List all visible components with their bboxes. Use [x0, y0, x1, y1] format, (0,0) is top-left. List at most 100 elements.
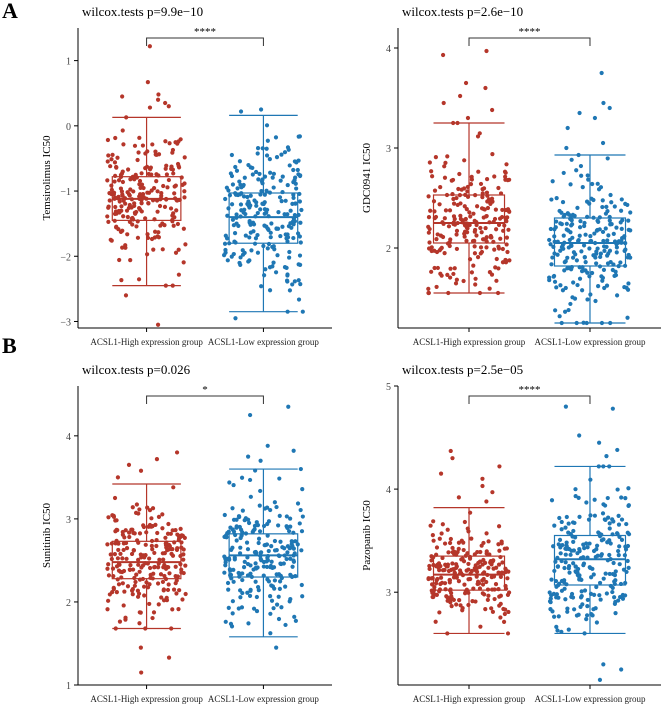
- c0-point-1-26: [225, 213, 230, 218]
- c0-point-1-84: [238, 192, 243, 197]
- c3-point-1-33: [565, 609, 570, 614]
- c0-point-1-37: [234, 212, 239, 217]
- c0-point-0-19: [105, 178, 110, 183]
- c1-point-1-103: [625, 287, 631, 292]
- c1-point-1-200: [572, 213, 577, 218]
- c2-point-0-67: [183, 563, 188, 568]
- c0-point-1-102: [297, 199, 303, 204]
- c0-point-0-160: [174, 208, 179, 213]
- c3-point-1-200: [587, 541, 592, 546]
- c0-point-1-33: [233, 240, 238, 245]
- c1-point-0-207: [432, 216, 437, 221]
- c0-point-1-216: [296, 262, 301, 267]
- c0-point-0-104: [159, 190, 164, 196]
- c3-point-1-153: [601, 502, 606, 507]
- c1-point-1-218: [558, 221, 563, 226]
- c0-point-1-160: [292, 279, 297, 284]
- c3-point-1-170: [593, 606, 598, 611]
- c2-point-0-107: [106, 562, 111, 567]
- c3-point-1-70: [600, 511, 606, 516]
- c0-point-0-198: [136, 150, 141, 155]
- c3-point-0-108: [434, 552, 439, 557]
- c3-point-0-197: [480, 562, 485, 567]
- c0-point-1-8: [276, 210, 281, 215]
- c2-point-0-22: [106, 598, 111, 603]
- c3-point-0-212: [445, 562, 451, 567]
- c2-point-0-212: [176, 538, 181, 543]
- c3-point-1-225: [615, 532, 620, 537]
- c0-outlier-1-1: [238, 109, 244, 114]
- c2-point-0-144: [140, 576, 146, 582]
- c1-point-1-71: [618, 260, 623, 265]
- c3-point-1-148: [616, 548, 621, 554]
- c3-point-1-169: [551, 544, 556, 549]
- c1-point-0-212: [473, 193, 478, 198]
- c0-point-1-64: [260, 146, 265, 151]
- chart-gdc0941: wilcox.tests p=2.6e−10 GDC0941 IC50 2 3 4 ACS…: [361, 4, 661, 347]
- c0-point-0-174: [151, 247, 156, 252]
- c1-point-1-96: [585, 214, 590, 219]
- c0-point-1-70: [296, 278, 301, 283]
- c2-point-1-190: [291, 558, 296, 563]
- c2-point-1-111: [284, 556, 289, 562]
- c0-point-1-144: [240, 248, 245, 253]
- c3-point-0-111: [465, 526, 470, 531]
- c2-point-1-193: [258, 556, 263, 562]
- c0-point-1-87: [271, 260, 276, 265]
- c3-point-0-190: [466, 590, 471, 595]
- c2-point-1-0: [239, 475, 245, 480]
- c3-point-0-214: [431, 538, 436, 543]
- c0-point-0-126: [122, 196, 128, 201]
- c1-point-0-189: [496, 185, 501, 191]
- c0-point-0-105: [121, 214, 126, 219]
- c2-point-1-227: [288, 545, 293, 551]
- c3-point-1-143: [596, 464, 601, 469]
- c2-point-0-11: [115, 556, 120, 561]
- c1-point-0-222: [491, 219, 496, 224]
- c1-point-1-91: [589, 238, 594, 244]
- c3-point-1-80: [563, 552, 568, 557]
- c3-point-1-161: [553, 559, 558, 564]
- c2-point-0-33: [113, 518, 118, 523]
- c3-point-0-37: [456, 546, 461, 551]
- c2-point-1-181: [236, 570, 241, 576]
- c3-point-0-123: [448, 536, 453, 542]
- c1-point-1-55: [597, 264, 603, 269]
- c1-point-1-158: [576, 238, 581, 244]
- c1-point-0-213: [496, 266, 501, 271]
- c3-point-1-102: [613, 569, 618, 574]
- c0-point-0-220: [114, 165, 119, 170]
- c1-point-0-210: [460, 220, 465, 225]
- c2-point-0-69: [114, 590, 119, 595]
- c3-ytick-label-0: 3: [386, 588, 391, 599]
- c0-point-0-70: [149, 236, 155, 242]
- c3-point-0-220: [482, 570, 487, 575]
- c1-point-0-126: [443, 208, 449, 213]
- c1-point-1-25: [616, 264, 621, 269]
- c2-point-0-224: [130, 527, 135, 532]
- c1-point-0-201: [459, 187, 464, 192]
- c2-point-1-224: [291, 546, 296, 551]
- c3-point-0-228: [452, 571, 457, 576]
- c3-point-1-140: [623, 496, 628, 501]
- c3-outlier-0-8: [484, 499, 489, 504]
- c1-point-0-82: [450, 192, 455, 197]
- c3-point-0-187: [486, 593, 491, 598]
- c0-point-1-78: [264, 123, 270, 128]
- c2-point-0-51: [116, 582, 122, 587]
- c0-point-1-177: [291, 192, 296, 197]
- c1-point-0-56: [451, 120, 456, 126]
- c1-point-0-226: [426, 290, 431, 296]
- c2-point-0-104: [182, 535, 187, 540]
- c1-point-0-121: [474, 233, 479, 238]
- c2-point-0-140: [156, 561, 161, 566]
- c0-point-0-59: [167, 141, 172, 146]
- c0-point-0-149: [157, 203, 163, 209]
- c0-outlier-0-2: [156, 92, 161, 97]
- c2-point-1-66: [269, 583, 274, 588]
- c3-point-0-189: [450, 561, 455, 566]
- c0-point-1-113: [268, 235, 273, 240]
- c1-point-1-177: [550, 179, 555, 184]
- c3-point-0-58: [430, 533, 435, 538]
- c1-point-0-34: [480, 237, 486, 242]
